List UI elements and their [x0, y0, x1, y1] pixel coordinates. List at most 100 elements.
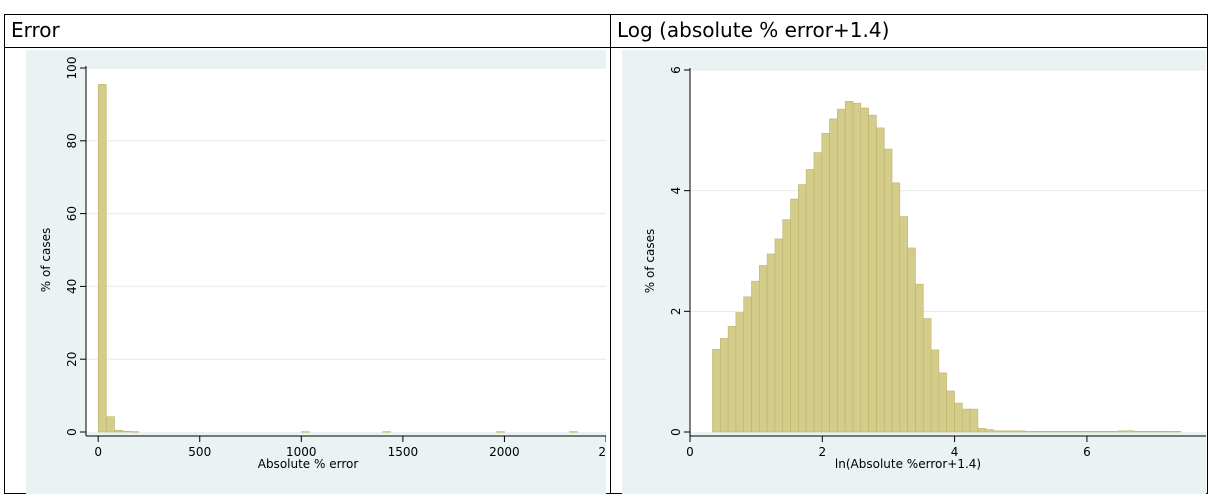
x-axis-label: ln(Absolute %error+1.4) — [835, 457, 981, 471]
histogram-bar — [496, 431, 505, 433]
histogram-bar — [805, 169, 815, 433]
histogram-bar — [1102, 431, 1111, 433]
histogram-bar — [751, 280, 760, 433]
histogram-bar — [883, 148, 893, 433]
histogram-bar — [1032, 431, 1041, 433]
y-tick-label: 2 — [669, 308, 683, 316]
absolute-error-histogram: 020406080100050010001500200025Absolute %… — [26, 50, 606, 494]
histogram-bar — [122, 430, 131, 433]
histogram-bar — [961, 408, 971, 433]
histogram-bar — [907, 247, 916, 433]
y-tick-label: 60 — [65, 206, 79, 221]
x-tick-label: 1500 — [388, 445, 419, 459]
histogram-bar — [891, 182, 901, 433]
histogram-bar — [1110, 431, 1119, 433]
x-tick-label: 1000 — [286, 445, 317, 459]
y-tick-label: 80 — [65, 133, 79, 148]
log-error-histogram: 0 2 4 6 0 2 4 6 ln(Absolute %error+1.4) % of case… — [622, 50, 1206, 494]
x-tick-label: 2 — [818, 445, 826, 459]
histogram-bar — [821, 133, 830, 433]
histogram-bar — [1024, 431, 1033, 433]
histogram-bar — [774, 238, 784, 433]
histogram-bar — [97, 84, 107, 433]
histogram-bar — [993, 430, 1002, 433]
histogram-bar — [1008, 430, 1018, 433]
histogram-bar — [1016, 430, 1026, 433]
x-axis-label: Absolute % error — [258, 457, 359, 471]
histogram-bar — [782, 219, 791, 433]
histogram-bar — [922, 318, 932, 433]
x-tick-label: 4 — [951, 445, 959, 459]
histogram-bar — [1001, 430, 1010, 433]
x-tick-label: 500 — [188, 445, 211, 459]
histogram-bar — [930, 349, 940, 433]
histogram-bar — [899, 216, 908, 433]
right-column-header: Log (absolute % error+1.4) — [617, 18, 890, 42]
histogram-bar — [1125, 430, 1135, 433]
histogram-bar — [977, 428, 987, 433]
x-tick-label: 0 — [94, 445, 102, 459]
histogram-bar — [1047, 431, 1057, 433]
y-axis-label: % of cases — [643, 229, 657, 293]
y-tick-label: 20 — [65, 352, 79, 367]
histogram-bar — [798, 184, 807, 433]
histogram-bar — [860, 107, 869, 433]
histogram-bar — [569, 431, 578, 433]
histogram-bar — [954, 402, 963, 433]
histogram-bar — [759, 265, 768, 433]
y-axis-label: % of cases — [39, 228, 53, 292]
histogram-bar — [969, 408, 979, 433]
histogram-bar — [1063, 431, 1072, 433]
y-tick-label: 4 — [669, 187, 683, 195]
histogram-bar — [938, 372, 947, 433]
histogram-bar — [1094, 431, 1104, 433]
histogram-bar — [130, 431, 140, 433]
comparison-table: Error Log (absolute % error+1.4) — [4, 14, 1208, 494]
y-tick-label: 6 — [669, 66, 683, 74]
histogram-bar — [712, 349, 721, 433]
x-tick-label: 0 — [686, 445, 694, 459]
histogram-bar — [985, 429, 994, 433]
histogram-bar — [1133, 431, 1143, 433]
histogram-bar — [829, 118, 838, 433]
histogram-bar — [1164, 431, 1174, 433]
histogram-bar — [106, 416, 115, 433]
histogram-bar — [743, 296, 752, 433]
histogram-bar — [1079, 431, 1088, 433]
histogram-bar — [837, 108, 846, 433]
histogram-bar — [790, 198, 799, 433]
histogram-bar — [382, 431, 391, 433]
histogram-bar — [1055, 431, 1065, 433]
histogram-bar — [766, 253, 776, 433]
histogram-bar — [114, 429, 123, 433]
histogram-bar — [301, 431, 310, 433]
y-tick-label: 0 — [669, 428, 683, 436]
table-header-divider — [5, 47, 1207, 48]
histogram-bar — [1118, 430, 1127, 433]
histogram-bar — [868, 114, 877, 433]
histogram-bar — [915, 283, 924, 433]
y-tick-label: 40 — [65, 279, 79, 294]
histogram-bar — [1141, 431, 1150, 433]
histogram-bar — [719, 338, 729, 433]
y-tick-label: 0 — [65, 428, 79, 436]
histogram-bar — [1071, 431, 1080, 433]
plot-area — [86, 68, 606, 432]
x-tick-label: 25 — [598, 445, 606, 459]
histogram-bar — [727, 326, 737, 433]
histogram-bar — [1172, 431, 1182, 433]
histogram-bar — [813, 152, 823, 433]
x-tick-label: 2000 — [489, 445, 520, 459]
x-tick-label: 6 — [1083, 445, 1091, 459]
histogram-bar — [735, 312, 745, 433]
table-column-divider — [610, 15, 611, 493]
y-tick-label: 100 — [65, 57, 79, 80]
histogram-bar — [852, 102, 862, 433]
histogram-bar — [844, 101, 854, 433]
histogram-bar — [1086, 431, 1096, 433]
histogram-bar — [876, 127, 885, 433]
histogram-bar — [1157, 431, 1166, 433]
histogram-bar — [1040, 431, 1049, 433]
histogram-bar — [1149, 431, 1158, 433]
left-column-header: Error — [11, 18, 60, 42]
